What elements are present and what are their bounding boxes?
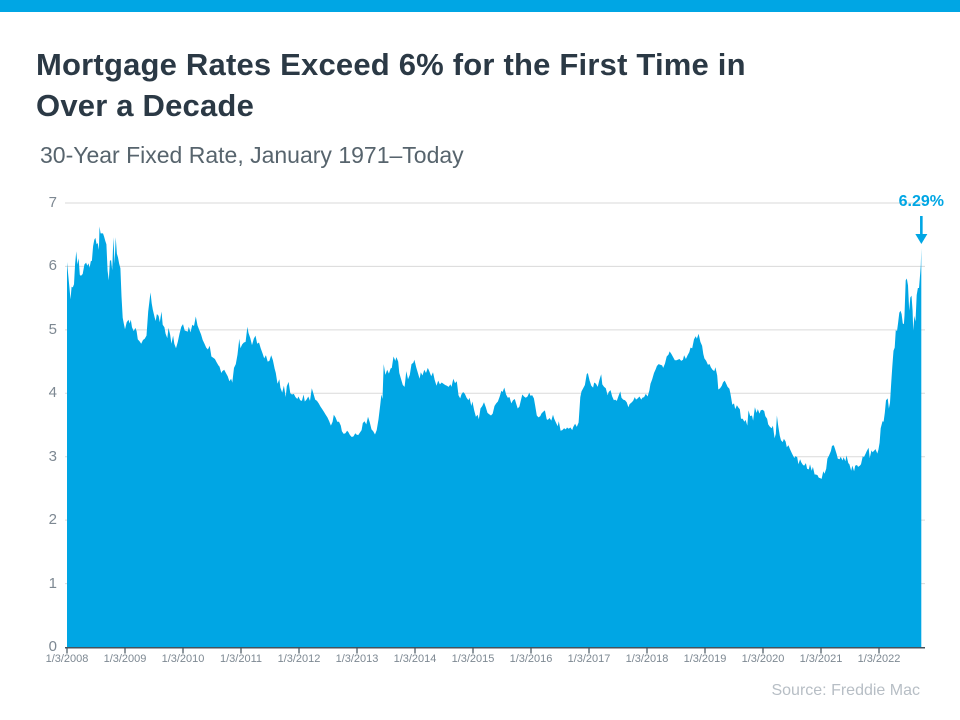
x-axis-label-2018: 1/3/2018 [625,653,669,665]
rate-area-series [67,226,922,647]
x-axis-label-2015: 1/3/2015 [451,653,495,665]
source-credit: Source: Freddie Mac [771,682,920,699]
x-axis-label-2008: 1/3/2008 [45,653,89,665]
annotation-arrow-icon [915,234,928,245]
y-axis-label-0: 0 [48,638,57,655]
x-axis-label-2022: 1/3/2022 [857,653,901,665]
x-axis-label-2013: 1/3/2013 [335,653,379,665]
page-title: Mortgage Rates Exceed 6% for the First T… [36,44,746,126]
x-axis-label-2011: 1/3/2011 [219,653,262,665]
x-axis-label-2009: 1/3/2009 [103,653,147,665]
chart-subtitle: 30-Year Fixed Rate, January 1971–Today [40,142,464,168]
page-title-line1: Mortgage Rates Exceed 6% for the First T… [36,47,746,82]
x-axis-label-2017: 1/3/2017 [567,653,611,665]
y-axis-label-5: 5 [48,320,57,338]
x-axis-label-2021: 1/3/2021 [799,653,843,665]
page-title-line2: Over a Decade [36,88,255,123]
top-accent-bar [0,0,960,12]
y-axis-label-7: 7 [48,193,57,211]
x-axis-label-2012: 1/3/2012 [277,653,321,665]
x-axis-label-2014: 1/3/2014 [393,653,437,665]
x-axis-label-2019: 1/3/2019 [683,653,727,665]
x-axis-label-2020: 1/3/2020 [741,653,785,665]
x-axis-label-2010: 1/3/2010 [161,653,205,665]
y-axis-label-4: 4 [48,384,57,402]
x-axis-label-2016: 1/3/2016 [509,653,553,665]
y-axis-label-6: 6 [48,257,57,275]
y-axis-label-1: 1 [48,574,57,592]
y-axis-label-3: 3 [48,447,57,465]
y-axis-label-2: 2 [48,511,57,529]
rate-annotation-label: 6.29% [898,193,945,210]
